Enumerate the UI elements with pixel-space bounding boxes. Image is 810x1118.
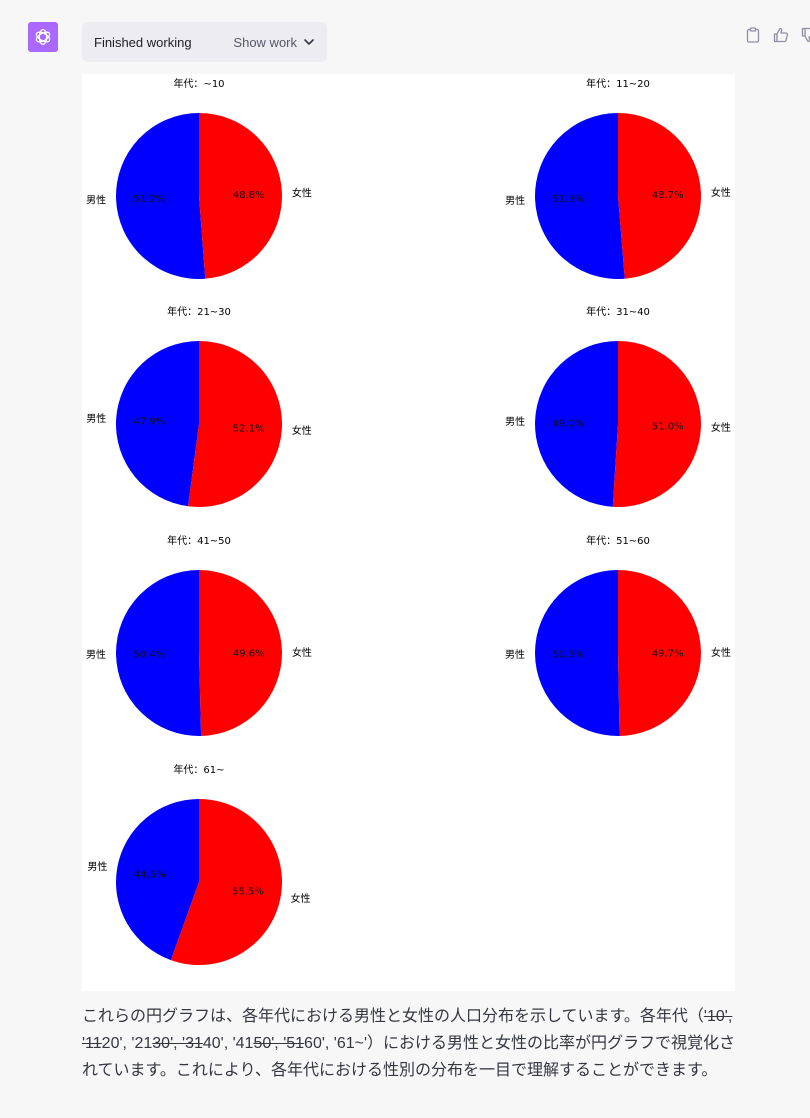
pie-slice <box>199 570 283 736</box>
copy-button[interactable] <box>745 26 761 44</box>
pie-slice <box>618 570 701 736</box>
slice-percent-label: 51.0% <box>652 422 684 433</box>
slice-percent-label: 49.7% <box>652 649 684 660</box>
message-strikethrough: '11 <box>82 1035 102 1052</box>
pie-slice <box>534 113 625 279</box>
slice-category-label: 女性 <box>291 892 311 905</box>
slice-percent-label: 50.4% <box>133 650 165 661</box>
slice-category-label: 男性 <box>86 648 106 661</box>
message-text: これらの円グラフは、各年代における男性と女性の人口分布を示しています。各年代（ <box>82 1008 704 1025</box>
slice-percent-label: 52.1% <box>233 423 265 434</box>
slice-category-label: 男性 <box>505 648 525 661</box>
assistant-message: これらの円グラフは、各年代における男性と女性の人口分布を示しています。各年代（'… <box>82 1003 738 1084</box>
message-text: 60', '61~'）における男性と女性の比率が円グラフで視覚化されています。こ… <box>82 1035 736 1079</box>
slice-category-label: 男性 <box>505 194 525 207</box>
pie-charts-figure: 年代：~10 51.2% 男性 48.8% 女性 年代：11~20 51.3% 男性 48.7%… <box>86 77 731 966</box>
message-text: 20', '21 <box>101 1035 153 1052</box>
chart-title: 年代：51~60 <box>586 534 650 547</box>
message-actions <box>745 26 810 44</box>
pie-slice <box>116 799 199 961</box>
pie-slice <box>188 341 283 508</box>
slice-category-label: 女性 <box>711 646 731 659</box>
show-work-label: Show work <box>233 34 297 50</box>
slice-category-label: 男性 <box>86 412 106 425</box>
slice-category-label: 男性 <box>86 194 106 207</box>
slice-percent-label: 51.3% <box>552 194 584 205</box>
slice-category-label: 女性 <box>711 421 731 434</box>
chart-title: 年代：~10 <box>173 77 224 90</box>
thumbs-up-icon <box>773 27 789 43</box>
chart-title: 年代：21~30 <box>167 305 231 318</box>
message-strikethrough: 50', '51 <box>253 1035 305 1052</box>
slice-percent-label: 49.0% <box>552 418 584 429</box>
status-label: Finished working <box>94 34 192 50</box>
thumbs-down-icon <box>801 27 810 43</box>
pie-slice <box>116 341 199 507</box>
chart-title: 年代：31~40 <box>586 305 650 318</box>
chart-title: 年代：61~ <box>173 763 224 776</box>
pie-slice <box>170 799 283 966</box>
show-work-button[interactable]: Show work <box>233 35 315 50</box>
slice-percent-label: 48.7% <box>652 190 684 201</box>
chart-title: 年代：41~50 <box>167 534 231 547</box>
pie-charts-panel: 年代：~10 51.2% 男性 48.8% 女性 年代：11~20 51.3% 男性 48.7%… <box>82 74 735 991</box>
thumbs-up-button[interactable] <box>773 26 789 44</box>
slice-category-label: 女性 <box>292 186 312 199</box>
slice-category-label: 女性 <box>292 646 312 659</box>
slice-percent-label: 51.2% <box>133 194 165 205</box>
openai-logo-icon <box>35 29 51 45</box>
slice-percent-label: 50.3% <box>552 649 584 660</box>
slice-category-label: 女性 <box>711 186 731 199</box>
slice-category-label: 女性 <box>292 424 312 437</box>
chevron-down-icon <box>304 39 314 45</box>
pie-slice <box>535 341 618 507</box>
pie-slice <box>534 570 620 737</box>
pie-slice <box>199 113 283 279</box>
slice-category-label: 男性 <box>87 860 107 873</box>
clipboard-icon <box>746 27 760 43</box>
assistant-avatar <box>28 22 58 52</box>
message-strikethrough: '10', <box>703 1008 733 1025</box>
slice-percent-label: 48.8% <box>233 190 265 201</box>
slice-percent-label: 47.9% <box>133 417 165 428</box>
pie-slice <box>612 341 702 508</box>
pie-slice <box>116 570 202 736</box>
work-status-pill: Finished working Show work <box>82 22 327 62</box>
pie-slice <box>116 113 206 279</box>
pie-slice <box>618 113 701 279</box>
message-strikethrough: 30', '31 <box>152 1035 203 1052</box>
chart-title: 年代：11~20 <box>586 77 650 90</box>
thumbs-down-button[interactable] <box>801 26 810 44</box>
slice-percent-label: 55.5% <box>232 887 264 898</box>
slice-percent-label: 49.6% <box>233 648 265 659</box>
slice-percent-label: 44.5% <box>134 869 166 880</box>
slice-category-label: 男性 <box>505 415 525 428</box>
message-text: 40', '41 <box>202 1035 254 1052</box>
